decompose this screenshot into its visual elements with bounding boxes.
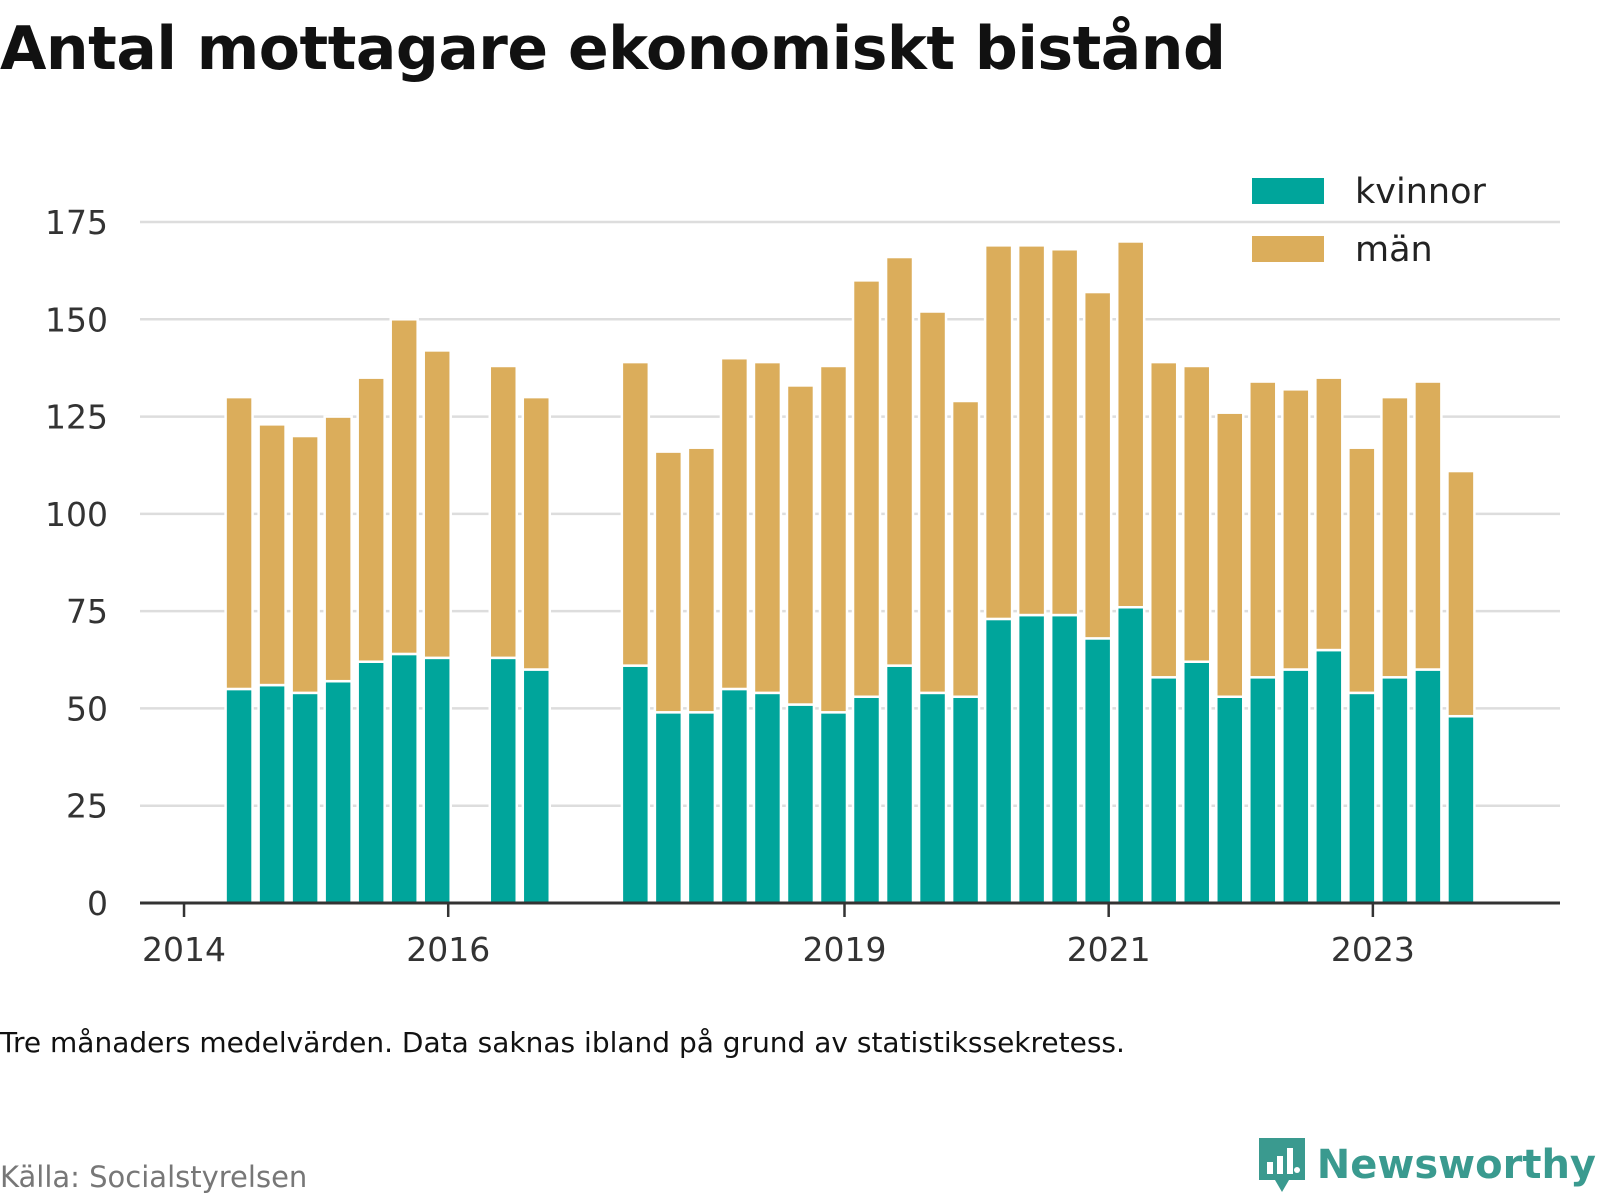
bar-kvinnor-2014-11 — [290, 691, 320, 905]
bar-kvinnor-2017-05 — [620, 664, 651, 905]
bar-kvinnor-2022-11 — [1347, 691, 1377, 905]
bar-kvinnor-2019-05 — [884, 664, 915, 905]
bar-kvinnor-2018-11 — [818, 711, 849, 905]
bar-kvinnor-2019-02 — [851, 695, 882, 905]
x-tick-label: 2021 — [1067, 930, 1151, 969]
bar-kvinnor-2022-05 — [1281, 668, 1311, 905]
bar-kvinnor-2014-08 — [257, 683, 287, 905]
x-tick-label: 2019 — [803, 930, 887, 969]
x-tick-label: 2014 — [142, 930, 226, 969]
bar-man-2021-11 — [1215, 411, 1245, 699]
bar-kvinnor-2015-11 — [422, 656, 452, 905]
bar-man-2022-05 — [1281, 388, 1311, 671]
bars — [224, 240, 1476, 905]
bar-kvinnor-2018-05 — [752, 691, 783, 905]
bar-man-2021-02 — [1115, 240, 1146, 609]
y-tick-label: 0 — [87, 884, 108, 923]
bar-man-2019-11 — [950, 399, 981, 699]
legend: kvinnor män — [1240, 170, 1510, 270]
bar-kvinnor-2015-08 — [389, 652, 419, 905]
bar-chart-logo-icon — [1258, 1138, 1305, 1192]
bar-kvinnor-2017-11 — [686, 711, 717, 905]
y-tick-label: 175 — [45, 203, 108, 242]
bar-man-2020-11 — [1082, 290, 1113, 640]
bar-man-2019-08 — [917, 310, 948, 695]
stacked-bar-chart: 0 25 50 75 100 125 150 175 2014 2016 2019 2021 2023… — [45, 170, 1560, 969]
bar-kvinnor-2021-02 — [1115, 606, 1146, 905]
bar-man-2020-02 — [983, 244, 1014, 621]
bar-man-2014-08 — [257, 423, 287, 687]
bar-kvinnor-2016-05 — [488, 656, 518, 905]
legend-label-kvinnor: kvinnor — [1355, 172, 1486, 212]
bar-kvinnor-2014-05 — [224, 687, 254, 905]
bar-man-2023-08 — [1446, 469, 1476, 718]
bar-kvinnor-2020-08 — [1049, 613, 1080, 905]
bar-man-2018-02 — [719, 356, 750, 691]
bar-kvinnor-2021-05 — [1148, 676, 1179, 905]
bar-man-2020-05 — [1016, 244, 1047, 617]
bar-man-2022-02 — [1248, 380, 1278, 679]
bar-man-2019-02 — [851, 279, 882, 699]
bar-kvinnor-2020-05 — [1016, 613, 1047, 905]
y-tick-label: 100 — [45, 495, 108, 534]
bar-man-2021-05 — [1148, 360, 1179, 679]
bar-kvinnor-2019-08 — [917, 691, 948, 905]
bar-kvinnor-2020-02 — [983, 617, 1014, 905]
y-tick-label: 50 — [66, 689, 108, 728]
legend-swatch-kvinnor — [1252, 178, 1324, 204]
y-axis-ticks: 0 25 50 75 100 125 150 175 — [45, 203, 108, 923]
x-axis: 2014 2016 2019 2021 2023 — [140, 901, 1560, 969]
bar-man-2014-05 — [224, 395, 254, 691]
y-tick-label: 150 — [45, 300, 108, 339]
y-tick-label: 25 — [66, 787, 108, 826]
bar-kvinnor-2015-05 — [356, 660, 386, 905]
bar-man-2021-08 — [1182, 364, 1212, 663]
bar-man-2019-05 — [884, 255, 915, 667]
bar-kvinnor-2021-11 — [1215, 695, 1245, 905]
bar-man-2015-05 — [356, 376, 386, 663]
bar-man-2017-11 — [686, 446, 717, 714]
y-tick-label: 75 — [66, 592, 108, 631]
bar-kvinnor-2023-02 — [1380, 676, 1410, 905]
bar-kvinnor-2015-02 — [323, 679, 353, 905]
bar-man-2015-08 — [389, 318, 419, 656]
bar-kvinnor-2022-02 — [1248, 676, 1278, 905]
bar-man-2015-02 — [323, 415, 353, 683]
x-tick-label: 2023 — [1331, 930, 1415, 969]
brand-name: Newsworthy — [1316, 1142, 1596, 1188]
x-tick-label: 2016 — [406, 930, 490, 969]
bar-man-2020-08 — [1049, 247, 1080, 617]
legend-swatch-man — [1252, 236, 1324, 262]
legend-label-man: män — [1355, 230, 1433, 270]
bar-man-2017-05 — [620, 360, 651, 667]
bar-man-2017-08 — [653, 450, 684, 714]
bar-man-2014-11 — [290, 434, 320, 695]
bar-man-2016-08 — [521, 395, 552, 671]
bar-kvinnor-2018-08 — [785, 703, 816, 905]
bar-kvinnor-2023-05 — [1413, 668, 1443, 905]
bar-man-2018-11 — [818, 364, 849, 714]
bar-man-2023-05 — [1413, 380, 1443, 671]
bar-man-2015-11 — [422, 349, 452, 660]
source-label: Källa: Socialstyrelsen — [0, 1160, 308, 1194]
y-tick-label: 125 — [45, 398, 108, 437]
brand-logo: Newsworthy — [1257, 1136, 1596, 1194]
bar-man-2016-05 — [488, 364, 518, 660]
bar-kvinnor-2023-08 — [1446, 714, 1476, 905]
chart-note: Tre månaders medelvärden. Data saknas ib… — [0, 1026, 1125, 1059]
bar-man-2022-08 — [1314, 376, 1344, 652]
bar-man-2018-08 — [785, 384, 816, 706]
bar-kvinnor-2021-08 — [1182, 660, 1212, 905]
bar-man-2022-11 — [1347, 446, 1377, 695]
bar-kvinnor-2020-11 — [1082, 637, 1113, 905]
bar-kvinnor-2016-08 — [521, 668, 552, 905]
bar-kvinnor-2017-08 — [653, 711, 684, 905]
bar-kvinnor-2022-08 — [1314, 648, 1344, 905]
bar-kvinnor-2018-02 — [719, 687, 750, 905]
bar-kvinnor-2019-11 — [950, 695, 981, 905]
chart-title: Antal mottagare ekonomiskt bistånd — [0, 14, 1226, 84]
bar-man-2023-02 — [1380, 395, 1410, 679]
grid-lines — [140, 220, 1560, 807]
bar-man-2018-05 — [752, 360, 783, 695]
